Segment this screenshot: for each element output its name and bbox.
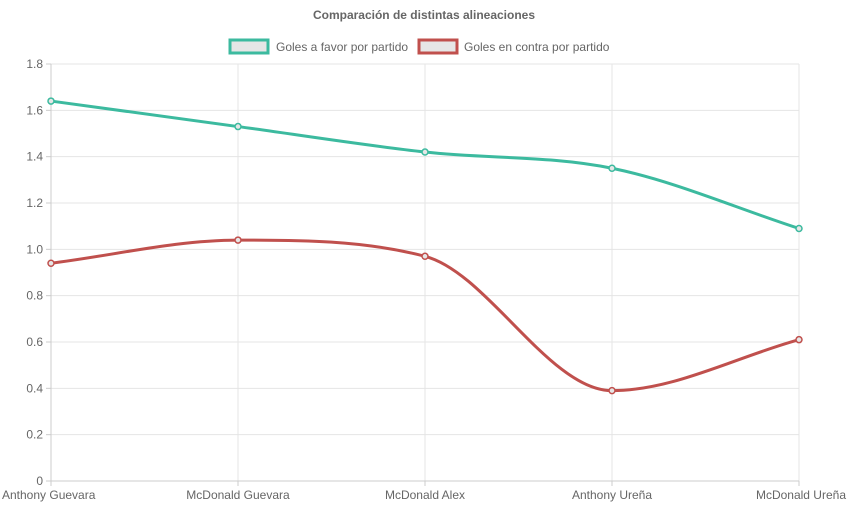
data-point[interactable] — [421, 252, 429, 261]
series — [47, 97, 803, 395]
chart-title: Comparación de distintas alineaciones — [313, 8, 535, 22]
axes — [46, 63, 800, 486]
data-point[interactable] — [421, 148, 429, 156]
data-point[interactable] — [47, 97, 55, 105]
x-tick-label: Anthony Ureña — [572, 488, 652, 502]
tick-labels: 0 0.2 0.4 0.6 0.8 1.0 1.2 1.4 1.6 1.8 Anthony Guev… — [2, 57, 846, 502]
y-tick-label: 1.2 — [26, 196, 43, 210]
y-tick-label: 1.0 — [26, 242, 43, 256]
y-tick-label: 0.8 — [26, 289, 43, 303]
y-tick-label: 1.8 — [26, 57, 43, 71]
x-tick-label: McDonald Ureña — [756, 488, 846, 502]
legend-item-goles-favor[interactable]: Goles a favor por partido — [228, 38, 408, 55]
y-tick-label: 0.2 — [26, 428, 43, 442]
legend-swatch — [228, 38, 270, 55]
legend-swatch — [417, 38, 459, 55]
y-tick-label: 0 — [36, 474, 43, 488]
data-point[interactable] — [234, 236, 242, 244]
data-point[interactable] — [795, 335, 803, 344]
legend: Goles a favor por partido Goles en contr… — [228, 38, 610, 55]
legend-item-goles-contra[interactable]: Goles en contra por partido — [417, 38, 610, 55]
y-tick-label: 0.4 — [26, 381, 43, 395]
legend-label: Goles a favor por partido — [276, 40, 408, 54]
y-tick-label: 1.6 — [26, 103, 43, 117]
grid — [50, 63, 800, 482]
x-tick-label: McDonald Alex — [385, 488, 465, 502]
data-point[interactable] — [608, 386, 616, 395]
x-tick-label: McDonald Guevara — [186, 488, 290, 502]
y-tick-label: 0.6 — [26, 335, 43, 349]
data-point[interactable] — [795, 224, 803, 233]
legend-label: Goles en contra por partido — [464, 40, 610, 54]
y-tick-label: 1.4 — [26, 150, 43, 164]
data-point[interactable] — [608, 164, 616, 172]
data-point[interactable] — [47, 259, 55, 267]
series-line-1 — [50, 238, 800, 393]
x-tick-label: Anthony Guevara — [2, 488, 96, 502]
data-point[interactable] — [234, 122, 242, 131]
